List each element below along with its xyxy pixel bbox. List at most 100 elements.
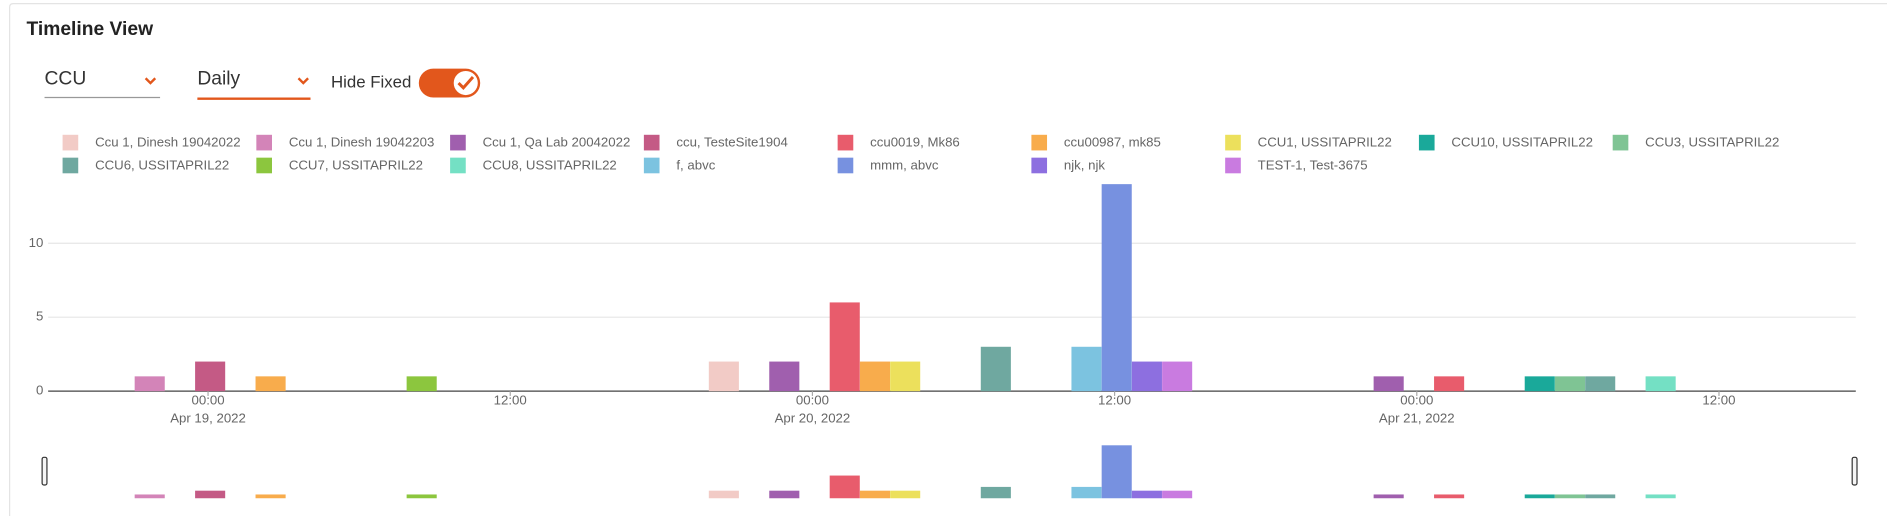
bar <box>1645 376 1676 392</box>
legend-swatch <box>837 134 854 151</box>
bar <box>980 346 1011 392</box>
y-tick-label: 10 <box>29 235 44 250</box>
navigator-bar <box>1645 494 1676 499</box>
navigator <box>41 445 1858 499</box>
legend-label: CCU10, USSITAPRIL22 <box>1451 135 1593 150</box>
legend-swatch <box>450 134 466 151</box>
navigator-bar <box>1524 494 1555 499</box>
navigator-bar <box>1554 494 1586 499</box>
x-tick-date: Apr 19, 2022 <box>170 410 246 425</box>
legend-label: ccu00987, mk85 <box>1064 135 1161 150</box>
legend-item[interactable]: CCU7, USSITAPRIL22 <box>256 158 423 174</box>
bar <box>1434 376 1465 392</box>
navigator-bar <box>859 490 890 499</box>
legend-item[interactable]: CCU3, USSITAPRIL22 <box>1612 134 1780 151</box>
bar <box>1162 361 1193 392</box>
legend-item[interactable]: ccu00987, mk85 <box>1031 134 1161 151</box>
legend-item[interactable]: CCU10, USSITAPRIL22 <box>1418 134 1593 151</box>
legend-swatch <box>62 134 79 151</box>
legend-label: CCU6, USSITAPRIL22 <box>95 158 229 173</box>
navigator-handle[interactable] <box>1851 456 1858 486</box>
legend-swatch <box>450 157 466 174</box>
bar <box>406 376 437 392</box>
legend-label: Ccu 1, Dinesh 19042203 <box>289 135 435 150</box>
bar <box>1585 376 1616 392</box>
navigator-bar <box>1162 490 1193 499</box>
dropdown-value: CCU <box>45 69 87 90</box>
bar <box>1101 184 1132 392</box>
dropdown-chevron <box>297 77 309 85</box>
navigator-bar <box>406 494 437 499</box>
dropdown-chevron <box>144 77 157 85</box>
legend-item[interactable]: mmm, abvc <box>837 157 939 174</box>
legend-label: njk, njk <box>1064 158 1106 173</box>
legend-label: CCU1, USSITAPRIL22 <box>1258 135 1392 150</box>
toggle-check <box>457 76 475 91</box>
bar <box>769 361 800 392</box>
legend-label: CCU8, USSITAPRIL22 <box>483 158 617 173</box>
navigator-handle[interactable] <box>41 456 48 486</box>
x-tick-label: 12:00 <box>1702 392 1735 407</box>
legend-item[interactable]: Ccu 1, Dinesh 19042203 <box>256 135 434 151</box>
legend-item[interactable]: njk, njk <box>1031 158 1105 174</box>
dropdown-value: Daily <box>197 69 240 90</box>
toggle-label: Hide Fixed <box>331 72 411 91</box>
navigator-bar <box>1373 494 1404 499</box>
legend-item[interactable]: CCU6, USSITAPRIL22 <box>62 157 230 174</box>
navigator-bar <box>255 494 286 499</box>
bar <box>859 361 890 392</box>
legend-item[interactable]: TEST-1, Test-3675 <box>1225 157 1368 174</box>
legend-swatch <box>1612 134 1629 151</box>
bar <box>1071 346 1102 392</box>
navigator-bar <box>980 486 1011 499</box>
x-tick-label: 00:00 <box>191 392 224 407</box>
legend-label: mmm, abvc <box>870 158 939 173</box>
legend-swatch <box>1418 134 1435 151</box>
legend-item[interactable]: CCU8, USSITAPRIL22 <box>450 158 617 174</box>
card-border <box>9 3 1887 516</box>
legend-item[interactable]: Ccu 1, Dinesh 19042022 <box>62 134 241 151</box>
legend-item[interactable]: ccu0019, Mk86 <box>837 134 960 151</box>
x-tick-date: Apr 21, 2022 <box>1379 410 1455 425</box>
legend-item[interactable]: Ccu 1, Qa Lab 20042022 <box>450 135 630 151</box>
legend-swatch <box>837 157 854 174</box>
navigator-bar <box>708 490 739 499</box>
legend-label: Ccu 1, Qa Lab 20042022 <box>483 135 631 150</box>
legend: Ccu 1, Dinesh 19042022 Ccu 1, Dinesh 1904… <box>62 134 1780 174</box>
legend-swatch <box>256 134 272 151</box>
navigator-bar <box>1071 486 1102 499</box>
navigator-bar <box>1585 494 1616 499</box>
legend-label: Ccu 1, Dinesh 19042022 <box>95 135 241 150</box>
legend-swatch <box>643 134 660 151</box>
y-tick-label: 5 <box>36 309 43 324</box>
legend-label: TEST-1, Test-3675 <box>1258 158 1368 173</box>
legend-item[interactable]: f, abvc <box>643 157 716 174</box>
navigator-bar <box>829 475 860 499</box>
x-tick-label: 00:00 <box>1400 392 1433 407</box>
legend-label: CCU3, USSITAPRIL22 <box>1645 135 1779 150</box>
legend-swatch <box>1031 134 1048 151</box>
navigator-bar <box>134 494 165 499</box>
legend-label: CCU7, USSITAPRIL22 <box>289 158 423 173</box>
period-dropdown[interactable]: Daily <box>197 69 311 100</box>
navigator-bar <box>195 490 226 499</box>
navigator-bar <box>1131 490 1162 499</box>
bar <box>134 376 165 392</box>
legend-label: ccu0019, Mk86 <box>870 135 960 150</box>
x-tick-label: 00:00 <box>796 392 829 407</box>
plot-area: 0 5 10 00:00 Apr 19, 2022 12:00 00:00 Apr 20, 2… <box>29 184 1856 425</box>
legend-swatch <box>62 157 79 174</box>
legend-item[interactable]: ccu, TesteSite1904 <box>643 134 788 151</box>
hide-fixed-toggle[interactable] <box>418 68 481 98</box>
legend-swatch <box>1225 157 1241 174</box>
x-tick-date: Apr 20, 2022 <box>775 410 851 425</box>
group-dropdown[interactable]: CCU <box>44 69 161 99</box>
legend-swatch <box>1225 134 1241 151</box>
legend-swatch <box>643 157 660 174</box>
legend-label: f, abvc <box>676 158 715 173</box>
bar <box>255 376 286 392</box>
legend-item[interactable]: CCU1, USSITAPRIL22 <box>1225 135 1392 151</box>
navigator-bar <box>1434 494 1465 499</box>
x-tick-label: 12:00 <box>1098 392 1131 407</box>
